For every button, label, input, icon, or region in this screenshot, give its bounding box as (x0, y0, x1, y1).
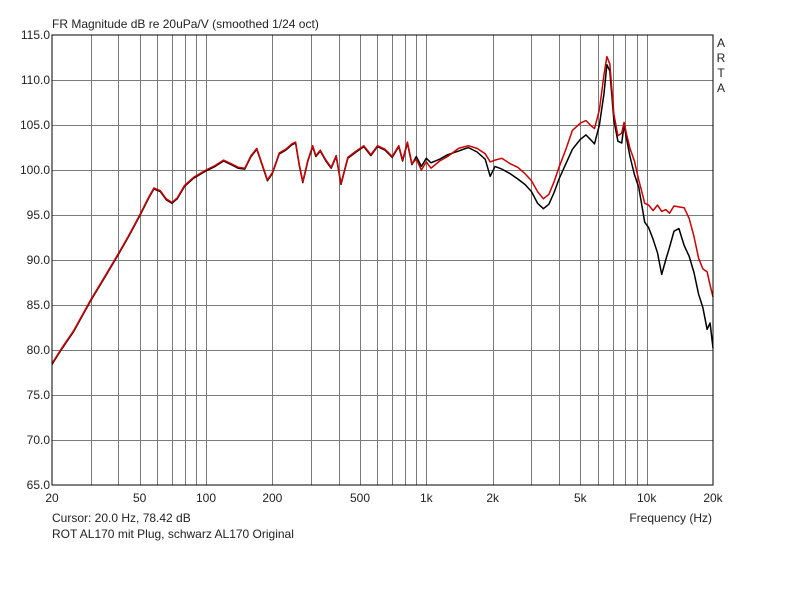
y-tick-label: 80.0 (27, 343, 51, 357)
y-tick-label: 100.0 (20, 163, 50, 177)
plot-frame (51, 34, 714, 486)
series-layer (51, 55, 714, 365)
y-tick-label: 70.0 (27, 433, 51, 447)
watermark-letter: T (717, 66, 725, 80)
y-tick-label: 115.0 (21, 28, 50, 42)
x-tick-label: 500 (350, 491, 370, 505)
x-tick-label: 1k (420, 491, 434, 505)
x-tick-label: 100 (196, 491, 216, 505)
y-tick-label: 85.0 (27, 298, 51, 312)
chart-caption: ROT AL170 mit Plug, schwarz AL170 Origin… (52, 527, 294, 541)
y-tick-label: 95.0 (27, 208, 51, 222)
watermark-letter: A (716, 81, 725, 95)
x-tick-label: 50 (133, 491, 147, 505)
grid (52, 35, 713, 485)
y-tick-label: 65.0 (27, 478, 51, 492)
x-axis-label: Frequency (Hz) (629, 511, 712, 525)
cursor-readout: Cursor: 20.0 Hz, 78.42 dB (52, 511, 191, 525)
y-tick-label: 105.0 (20, 118, 50, 132)
x-tick-label: 20 (45, 491, 59, 505)
x-tick-label: 10k (637, 491, 657, 505)
y-tick-label: 75.0 (27, 388, 51, 402)
series-line (51, 55, 714, 364)
y-tick-label: 110.0 (21, 73, 50, 87)
chart-title: FR Magnitude dB re 20uPa/V (smoothed 1/2… (52, 17, 319, 31)
x-tick-label: 20k (703, 491, 723, 505)
series-line (51, 63, 714, 365)
arta-watermark: A R T A (715, 36, 727, 96)
x-tick-label: 200 (262, 491, 282, 505)
y-tick-label: 90.0 (27, 253, 51, 267)
y-tick-labels: 65.0 70.0 75.0 80.0 85.0 90.0 95.0 100.0 105.0 11… (20, 28, 50, 492)
watermark-letter: A (716, 36, 725, 50)
watermark-letter: R (716, 51, 726, 65)
x-tick-labels: 20 50 100 200 500 1k 2k 5k 10k 20k (45, 491, 723, 505)
x-tick-label: 2k (486, 491, 500, 505)
x-tick-label: 5k (574, 491, 588, 505)
